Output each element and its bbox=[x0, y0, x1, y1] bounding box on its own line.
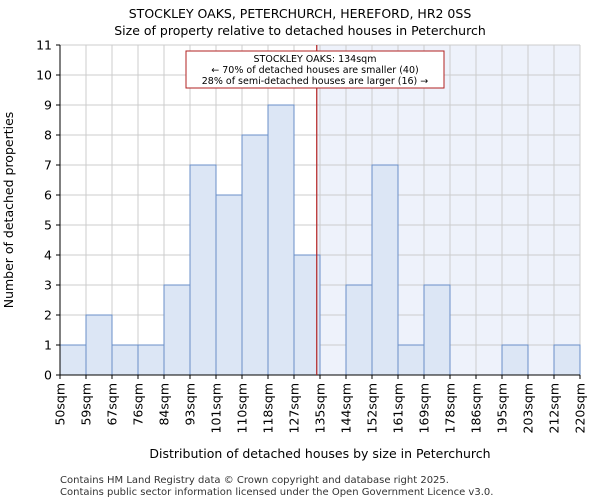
y-tick-label: 3 bbox=[44, 278, 52, 293]
bar-212sqm bbox=[553, 344, 581, 376]
x-tick-label: 59sqm bbox=[79, 383, 94, 426]
y-tick-label: 0 bbox=[44, 368, 52, 383]
bar-101sqm bbox=[215, 194, 243, 376]
x-tick-label: 195sqm bbox=[495, 383, 510, 433]
x-tick-label: 186sqm bbox=[469, 383, 484, 433]
bar-118sqm bbox=[267, 104, 295, 376]
x-tick-label: 67sqm bbox=[105, 383, 120, 426]
bar-110sqm bbox=[241, 134, 269, 376]
x-tick-label: 203sqm bbox=[521, 383, 536, 433]
x-tick-label: 144sqm bbox=[339, 383, 354, 433]
chart-title: STOCKLEY OAKS, PETERCHURCH, HEREFORD, HR… bbox=[129, 6, 472, 21]
plot-area: 0 1 2 3 4 5 6 7 8 9 10 11 50sqm 59sqm 67sqm 76sqm 84sqm 9… bbox=[36, 38, 587, 434]
annotation-line-2: ← 70% of detached houses are smaller (40… bbox=[211, 65, 418, 76]
x-tick-label: 212sqm bbox=[547, 383, 562, 433]
bar-50sqm bbox=[59, 344, 87, 376]
y-tick-label: 7 bbox=[44, 158, 52, 173]
bar-152sqm bbox=[371, 164, 399, 376]
bar-93sqm bbox=[189, 164, 217, 376]
x-tick-label: 135sqm bbox=[313, 383, 328, 433]
bar-59sqm bbox=[85, 314, 113, 376]
bar-67sqm bbox=[111, 344, 139, 376]
bar-161sqm bbox=[397, 344, 425, 376]
footer-line-2: Contains public sector information licen… bbox=[60, 487, 493, 498]
y-tick-label: 8 bbox=[44, 128, 52, 143]
x-tick-label: 50sqm bbox=[53, 383, 68, 426]
annotation-box bbox=[185, 50, 445, 89]
x-tick-label: 178sqm bbox=[443, 383, 458, 433]
x-tick-label: 101sqm bbox=[209, 383, 224, 433]
bar-84sqm bbox=[163, 284, 191, 376]
y-tick-label: 10 bbox=[36, 68, 52, 83]
x-tick-label: 161sqm bbox=[391, 383, 406, 433]
y-tick-label: 1 bbox=[44, 338, 52, 353]
y-axis-label: Number of detached properties bbox=[1, 112, 16, 309]
x-tick-label: 127sqm bbox=[287, 383, 302, 433]
bar-76sqm bbox=[137, 344, 165, 376]
chart-subtitle: Size of property relative to detached ho… bbox=[114, 23, 486, 38]
bar-144sqm bbox=[345, 284, 373, 376]
bar-169sqm bbox=[423, 284, 451, 376]
y-tick-label: 4 bbox=[44, 248, 52, 263]
x-tick-label: 169sqm bbox=[417, 383, 432, 433]
x-tick-label: 84sqm bbox=[157, 383, 172, 426]
x-tick-label: 152sqm bbox=[365, 383, 380, 433]
annotation-line-3: 28% of semi-detached houses are larger (… bbox=[202, 76, 429, 87]
x-tick-label: 220sqm bbox=[573, 383, 588, 433]
y-tick-label: 11 bbox=[36, 38, 52, 53]
x-tick-label: 93sqm bbox=[183, 383, 198, 426]
x-tick-label: 110sqm bbox=[235, 383, 250, 433]
x-axis-label: Distribution of detached houses by size … bbox=[149, 446, 490, 461]
y-tick-label: 2 bbox=[44, 308, 52, 323]
x-tick-label: 118sqm bbox=[261, 383, 276, 433]
y-tick-label: 6 bbox=[44, 188, 52, 203]
footer-line-1: Contains HM Land Registry data © Crown c… bbox=[60, 475, 449, 486]
annotation-line-1: STOCKLEY OAKS: 134sqm bbox=[254, 54, 377, 65]
y-tick-label: 9 bbox=[44, 98, 52, 113]
x-tick-label: 76sqm bbox=[131, 383, 146, 426]
y-tick-label: 5 bbox=[44, 218, 52, 233]
bar-195sqm bbox=[501, 344, 529, 376]
bar-127sqm bbox=[293, 254, 321, 376]
